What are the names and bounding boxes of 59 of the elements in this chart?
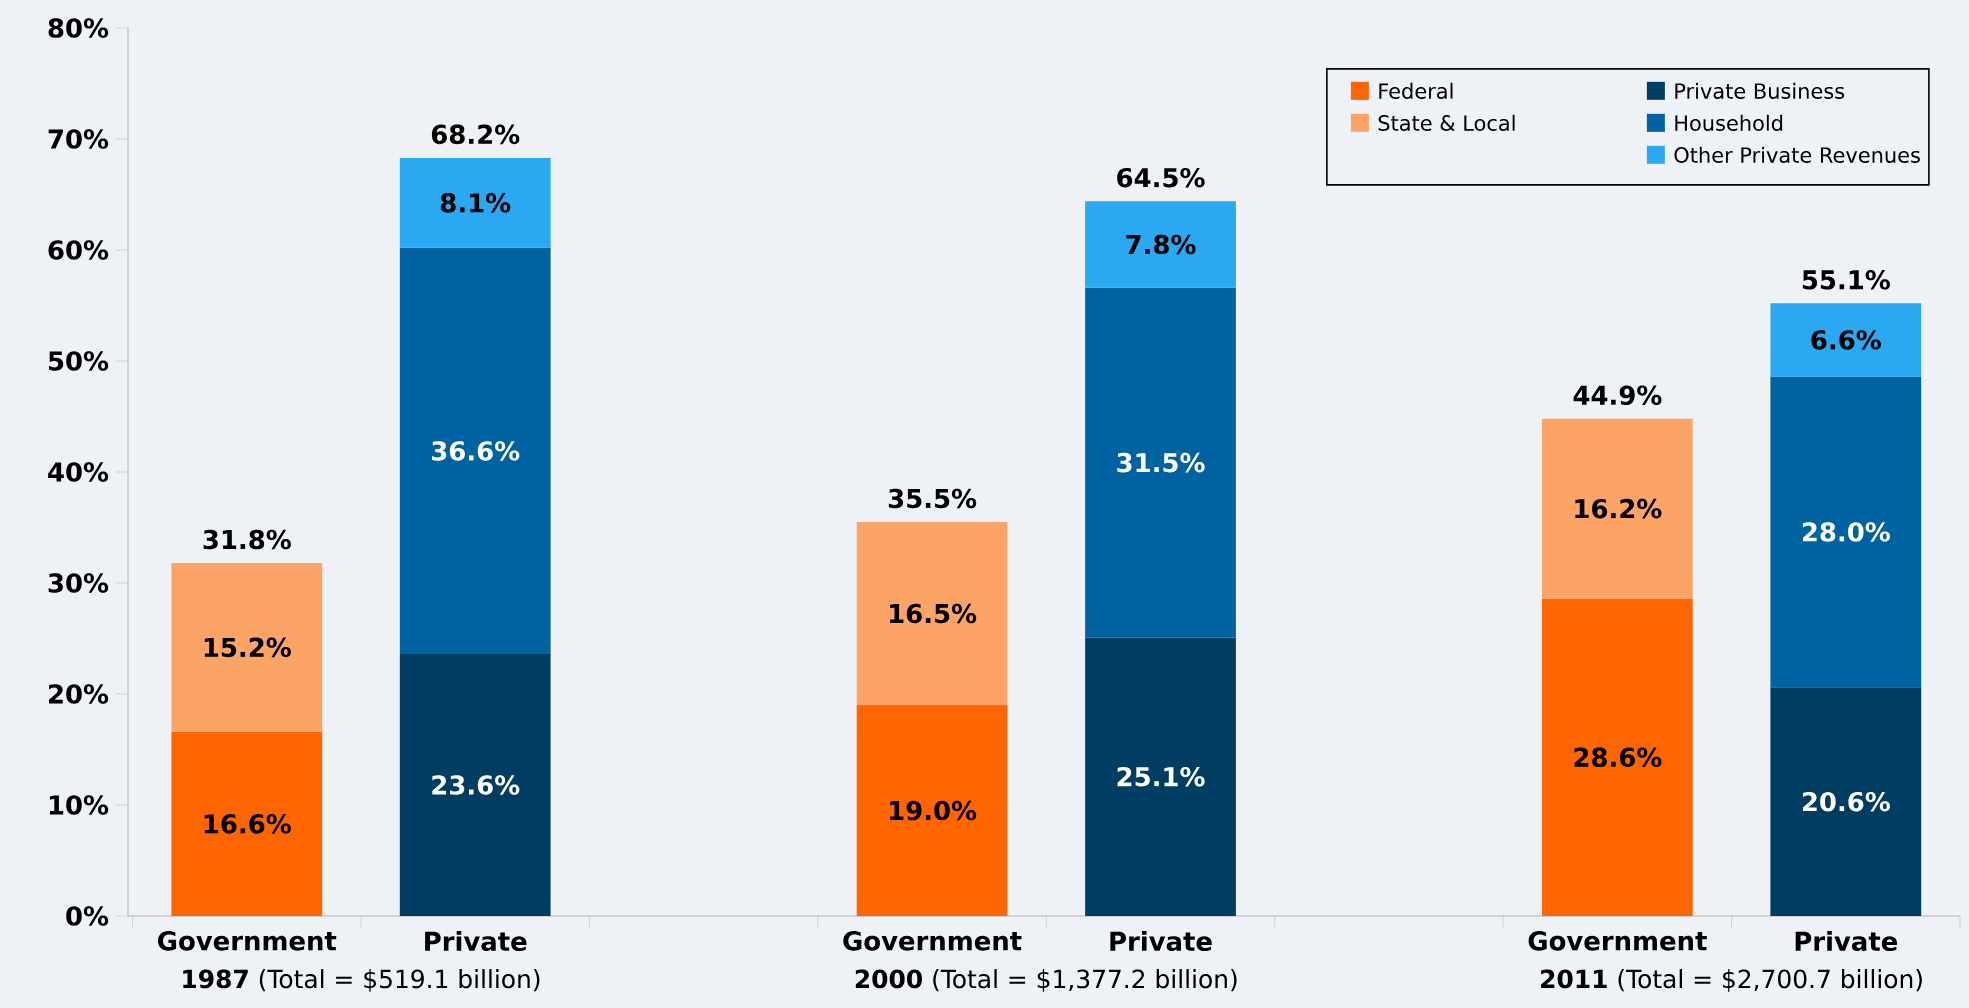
- legend-label: State & Local: [1378, 114, 1515, 131]
- y-tick-label: 60%: [48, 240, 109, 260]
- x-tick-label: Private: [425, 931, 527, 952]
- x-tick-label: Government: [158, 931, 337, 951]
- x-tick-label: Government: [1528, 931, 1707, 951]
- bar: [399, 247, 551, 655]
- data-label: 31.5%: [1117, 452, 1205, 473]
- data-label: 25.1%: [1117, 766, 1205, 787]
- data-label: 7.8%: [1126, 234, 1196, 255]
- bar: [1085, 201, 1236, 288]
- total-label: 44.9%: [1573, 385, 1662, 406]
- data-label: 6.6%: [1811, 330, 1881, 350]
- data-label: 16.5%: [890, 603, 977, 624]
- y-tick-label: 0%: [66, 906, 109, 926]
- data-label: 36.6%: [432, 441, 520, 461]
- data-label: 28.6%: [1574, 747, 1662, 768]
- data-label: 19.0%: [890, 800, 977, 821]
- legend-label: Federal: [1379, 82, 1453, 99]
- data-label: 8.1%: [440, 193, 511, 213]
- bar: [399, 654, 551, 916]
- text: 1987 (Total = $519.1 billion): [183, 969, 540, 992]
- bar: [856, 705, 1008, 916]
- x-tick-label: Private: [1795, 931, 1898, 952]
- total-label: 31.8%: [203, 529, 291, 550]
- x-tick-label: Government: [843, 931, 1022, 951]
- legend-label: Private Business: [1675, 82, 1845, 99]
- x-tick-label: Private: [1110, 931, 1212, 952]
- data-label: 16.6%: [204, 814, 291, 834]
- bar: [171, 731, 323, 916]
- y-tick-label: 70%: [48, 129, 109, 149]
- total-label: 35.5%: [888, 488, 977, 509]
- bar: [171, 563, 323, 732]
- total-label: 55.1%: [1802, 270, 1890, 290]
- legend-label: Household: [1675, 114, 1783, 131]
- total-label: 64.5%: [1117, 167, 1205, 188]
- total-label: 68.2%: [431, 124, 520, 145]
- data-label: 23.6%: [432, 775, 520, 795]
- data-label: 15.2%: [204, 637, 291, 658]
- bar: [399, 157, 551, 248]
- y-tick-label: 30%: [48, 573, 109, 593]
- bar: [1770, 376, 1922, 688]
- bar: [856, 521, 1008, 706]
- y-tick-label: 80%: [48, 18, 109, 38]
- bar: [1770, 303, 1922, 377]
- text: 2000 (Total = $1,377.2 billion): [855, 969, 1237, 992]
- text: 2011 (Total = $2,700.7 billion): [1541, 969, 1922, 992]
- data-label: 28.0%: [1802, 522, 1890, 542]
- bar: [1085, 637, 1236, 916]
- bar: [1541, 598, 1693, 916]
- data-label: 16.2%: [1575, 498, 1662, 519]
- y-tick-label: 40%: [48, 462, 109, 482]
- y-tick-label: 10%: [49, 795, 109, 815]
- y-tick-label: 50%: [48, 351, 109, 371]
- bar: [1085, 287, 1236, 638]
- legend-label: Other Private Revenues: [1674, 146, 1920, 163]
- data-label: 20.6%: [1802, 791, 1890, 812]
- bar: [1541, 418, 1693, 599]
- bar: [1770, 687, 1922, 916]
- y-tick-label: 20%: [49, 684, 109, 704]
